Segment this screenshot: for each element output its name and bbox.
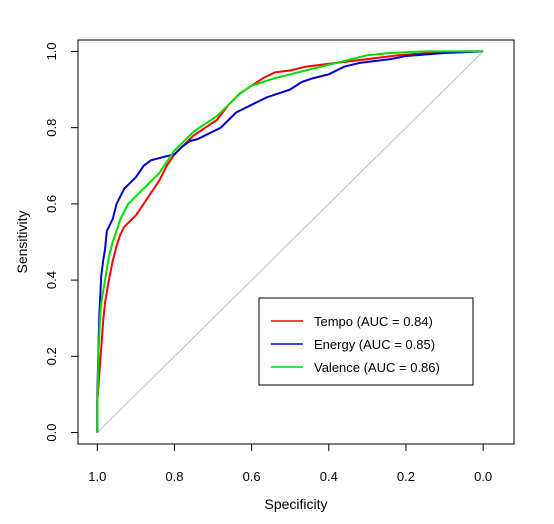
legend: Tempo (AUC = 0.84) Energy (AUC = 0.85) Val…: [258, 297, 474, 386]
y-tick-label: 0.0: [44, 424, 59, 442]
x-tick-label: 0.4: [320, 469, 338, 484]
x-axis-label: Specificity: [264, 496, 327, 512]
x-tick-label: 1.0: [88, 469, 106, 484]
y-tick-label: 0.6: [44, 195, 59, 213]
y-tick-label: 1.0: [44, 42, 59, 60]
legend-label-1: Energy (AUC = 0.85): [314, 337, 435, 352]
series-layer: [96, 50, 484, 433]
y-tick-label: 0.2: [44, 347, 59, 365]
legend-box: [258, 297, 474, 386]
reference-diagonal: [96, 51, 484, 433]
x-axis: 1.0 0.8 0.6 0.4 0.2 0.0: [88, 443, 492, 484]
y-tick-label: 0.8: [44, 119, 59, 137]
y-axis-label: Sensitivity: [14, 210, 30, 273]
x-tick-label: 0.2: [397, 469, 415, 484]
y-tick-label: 0.4: [44, 271, 59, 289]
series-line-0: [96, 50, 484, 433]
legend-label-0: Tempo (AUC = 0.84): [314, 314, 433, 329]
x-tick-label: 0.8: [165, 469, 183, 484]
legend-label-2: Valence (AUC = 0.86): [314, 360, 440, 375]
y-axis: 0.0 0.2 0.4 0.6 0.8 1.0: [44, 42, 79, 442]
series-line-1: [96, 50, 484, 433]
x-tick-label: 0.6: [243, 469, 261, 484]
x-tick-label: 0.0: [474, 469, 492, 484]
series-line-2: [96, 50, 484, 433]
reference-layer: [96, 51, 484, 433]
